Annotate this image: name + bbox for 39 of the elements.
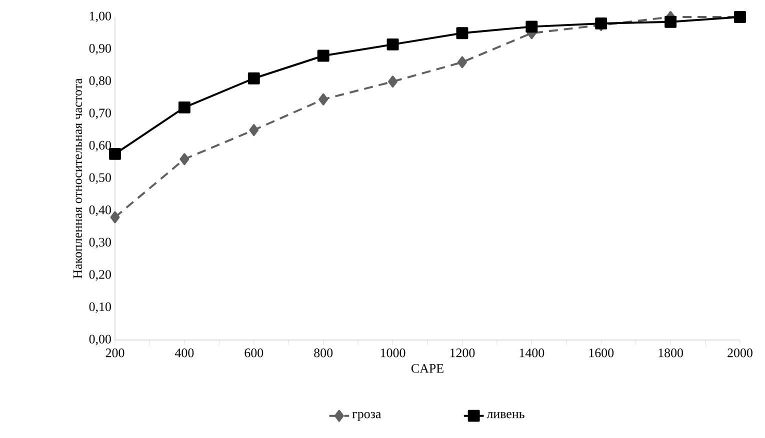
point (457, 56, 467, 68)
x-tick-label: 800 (314, 348, 333, 358)
x-tick-label: 600 (244, 348, 264, 358)
point (248, 72, 260, 84)
point (386, 38, 399, 50)
y-tick-label: 0,10 (89, 302, 111, 314)
y-tick-label: 0,00 (89, 334, 111, 346)
point (249, 124, 259, 136)
point (318, 93, 328, 106)
x-tick-label: 1000 (380, 348, 406, 358)
point (178, 101, 190, 114)
y-tick-label: 0,30 (89, 238, 111, 248)
x-axis-title: CAPE (411, 364, 444, 373)
legend-label: гроза (352, 412, 382, 421)
point (664, 16, 677, 28)
point (526, 20, 538, 33)
x-tick-label: 1400 (520, 348, 544, 358)
x-tick-label: 1200 (450, 348, 475, 358)
y-tick-label: 0,40 (89, 206, 111, 216)
y-tick-label: 0,50 (89, 173, 111, 184)
y-tick-label: 1,00 (90, 12, 111, 22)
x-tick-label: 1800 (658, 348, 684, 358)
point (456, 27, 468, 40)
y-tick-label: 0,70 (89, 108, 111, 120)
point (110, 211, 120, 224)
y-tick-label: 0,80 (89, 76, 111, 87)
point (180, 153, 190, 166)
x-tick-label: 400 (174, 348, 194, 358)
y-tick-label: 0,60 (89, 140, 111, 152)
y-tick-label: 0,90 (89, 44, 111, 55)
x-tick-label: 2000 (728, 348, 752, 358)
y-axis-title: Накопленная относительная частота (73, 78, 82, 278)
y-tick-label: 0,20 (89, 270, 111, 281)
point (317, 50, 330, 62)
x-tick-label: 1600 (589, 348, 614, 358)
point (388, 76, 398, 88)
point (109, 148, 121, 160)
legend-label: ливень (486, 412, 524, 418)
x-tick-label: 200 (106, 348, 124, 358)
